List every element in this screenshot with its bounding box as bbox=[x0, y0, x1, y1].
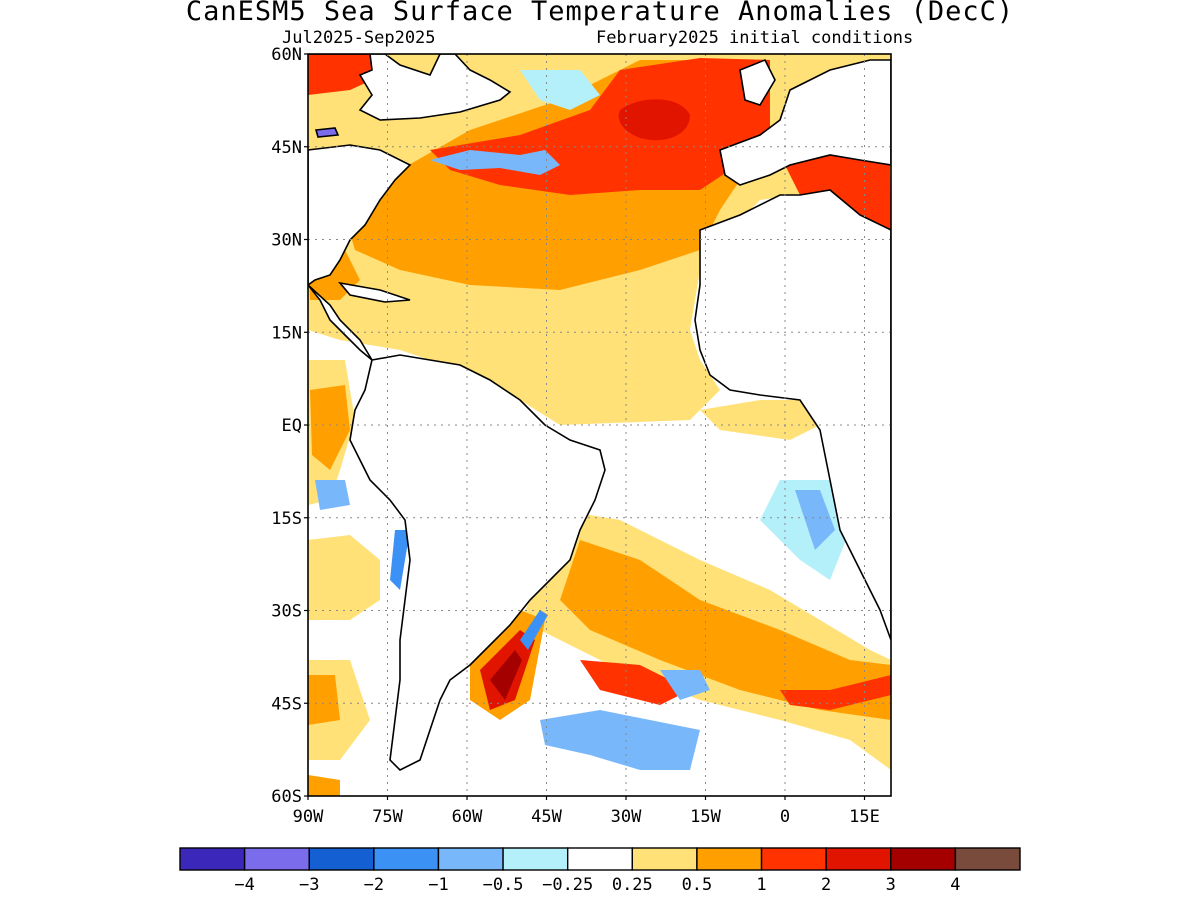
south-atlantic-red-band bbox=[580, 660, 690, 705]
europe-landmass bbox=[719, 59, 891, 186]
far-south-warm-area bbox=[308, 775, 340, 796]
colorbar-swatch bbox=[243, 847, 310, 871]
colorbar-label: −0.25 bbox=[542, 875, 593, 895]
lon-tick-label: 15W bbox=[690, 807, 721, 827]
angola-cool-core bbox=[795, 490, 835, 550]
colorbar-labels: −4 −3 −2 −1 −0.5 −0.25 0.25 0.5 1 2 3 4 bbox=[234, 875, 960, 895]
confluence-dark-red-area bbox=[490, 650, 522, 700]
colorbar-label: −3 bbox=[299, 875, 319, 895]
africa-landmass bbox=[694, 189, 891, 641]
lat-tick-label: 45N bbox=[271, 138, 302, 158]
central-america-landmass bbox=[308, 284, 373, 361]
south-pacific-orange-area bbox=[308, 675, 340, 725]
south-america-landmass bbox=[349, 354, 606, 771]
colorbar-label: 3 bbox=[886, 875, 896, 895]
continent-outlines bbox=[308, 54, 891, 771]
colorbar-swatch bbox=[631, 847, 698, 871]
uk-landmass bbox=[739, 58, 776, 106]
anomaly-field bbox=[308, 54, 891, 796]
colorbar-swatch bbox=[890, 847, 957, 871]
south-atlantic-cool-patch-2 bbox=[660, 670, 710, 700]
colorbar-swatch bbox=[696, 847, 763, 871]
lat-tick-label: 15N bbox=[271, 323, 302, 343]
lon-tick-label: 0 bbox=[780, 807, 790, 827]
colorbar-swatch bbox=[566, 847, 634, 871]
gulf-of-guinea-warm-area bbox=[700, 400, 830, 440]
benguela-red-band bbox=[780, 675, 891, 710]
angola-cool-area bbox=[760, 480, 850, 580]
colorbar-swatch bbox=[825, 847, 892, 871]
colorbar-swatch bbox=[437, 847, 504, 871]
south-atlantic-orange-band bbox=[560, 540, 891, 720]
lat-tick-label: 60S bbox=[271, 787, 302, 807]
lat-tick-label: 45S bbox=[271, 694, 302, 714]
lat-tick-label: EQ bbox=[282, 416, 302, 436]
lat-tick-label: 60N bbox=[271, 45, 302, 65]
labrador-cool-patch bbox=[520, 70, 600, 110]
north-america-landmass bbox=[308, 54, 512, 121]
map-title: CanESM5 Sea Surface Temperature Anomalie… bbox=[185, 0, 1015, 27]
hudson-bay-warm-area bbox=[308, 54, 372, 95]
latitude-labels: 60N 45N 30N 15N EQ 15S 30S 45S 60S bbox=[271, 45, 308, 807]
lon-tick-label: 15E bbox=[849, 807, 880, 827]
lon-tick-label: 45W bbox=[531, 807, 562, 827]
colorbar-label: −2 bbox=[364, 875, 384, 895]
colorbar-label: 4 bbox=[950, 875, 960, 895]
lat-tick-label: 30S bbox=[271, 602, 302, 622]
colorbar-swatch bbox=[954, 847, 1021, 871]
east-pacific-cool-area bbox=[315, 480, 350, 510]
lon-tick-label: 90W bbox=[293, 807, 324, 827]
graticule bbox=[308, 54, 891, 796]
peru-coast-cool-streak bbox=[390, 530, 410, 590]
lon-tick-label: 75W bbox=[372, 807, 403, 827]
colorbar-label: 1 bbox=[756, 875, 766, 895]
colorbar bbox=[179, 847, 1021, 871]
south-atlantic-cool-band bbox=[540, 710, 700, 770]
chile-coast-warm-area bbox=[308, 535, 380, 620]
colorbar-label: −4 bbox=[234, 875, 254, 895]
colorbar-swatch bbox=[373, 847, 440, 871]
lat-tick-label: 30N bbox=[271, 231, 302, 251]
initial-conditions-label: February2025 initial conditions bbox=[596, 28, 914, 48]
confluence-cool-streak bbox=[520, 610, 548, 650]
north-atlantic-dark-red-spot bbox=[618, 99, 690, 141]
north-america-east-landmass bbox=[308, 144, 412, 286]
cuba-island bbox=[337, 281, 411, 303]
colorbar-swatch bbox=[502, 847, 569, 871]
colorbar-label: 0.5 bbox=[682, 875, 713, 895]
gulf-stream-cool-patch bbox=[430, 150, 560, 175]
east-pacific-orange-area bbox=[310, 385, 350, 470]
colorbar-swatch bbox=[179, 847, 246, 871]
longitude-labels: 90W 75W 60W 45W 30W 15W 0 15E bbox=[293, 796, 880, 827]
colorbar-label: 0.25 bbox=[612, 875, 653, 895]
lat-tick-label: 15S bbox=[271, 509, 302, 529]
colorbar-label: −0.5 bbox=[483, 875, 524, 895]
lon-tick-label: 60W bbox=[452, 807, 483, 827]
colorbar-label: 2 bbox=[821, 875, 831, 895]
colorbar-swatch bbox=[760, 847, 827, 871]
colorbar-label: −1 bbox=[428, 875, 448, 895]
lon-tick-label: 30W bbox=[611, 807, 642, 827]
forecast-period: Jul2025-Sep2025 bbox=[282, 28, 436, 48]
colorbar-swatch bbox=[308, 847, 375, 871]
great-lakes-water bbox=[314, 127, 340, 138]
